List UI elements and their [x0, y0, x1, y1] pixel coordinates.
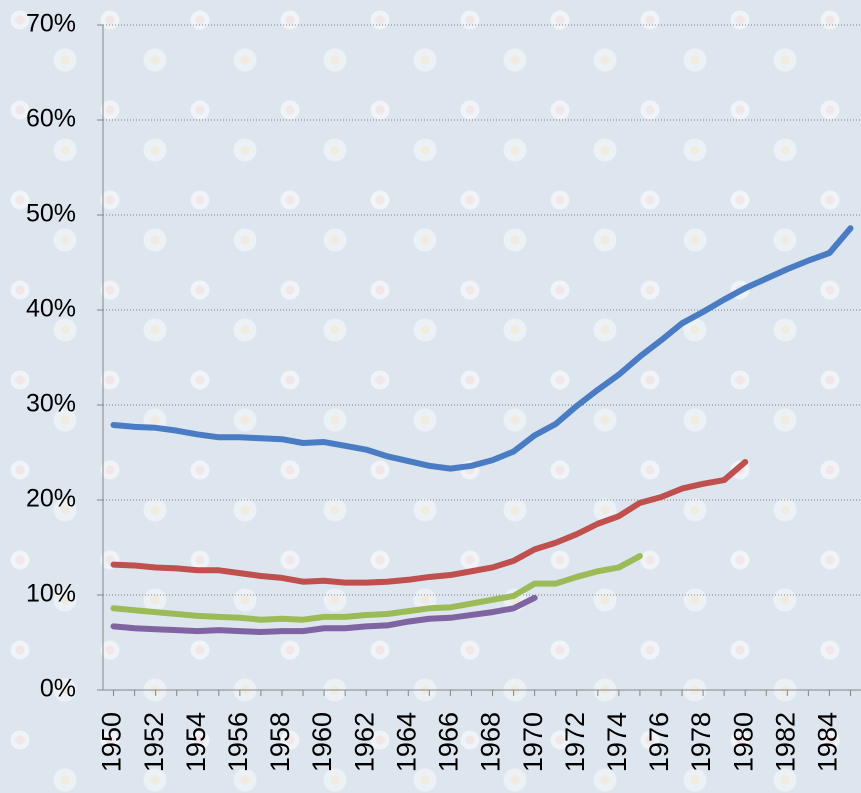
- x-tick-label: 1960: [307, 712, 337, 772]
- x-tick-label: 1972: [560, 712, 590, 772]
- x-tick-label: 1964: [391, 712, 421, 772]
- x-tick-label: 1954: [181, 712, 211, 772]
- x-tick-label: 1958: [265, 712, 295, 772]
- series-line: [110, 459, 749, 586]
- y-tick-label: 70%: [26, 10, 76, 38]
- x-tick-label: 1980: [728, 712, 758, 772]
- series-line: [110, 225, 854, 472]
- x-tick-label: 1970: [518, 712, 548, 772]
- x-tick-label: 1978: [686, 712, 716, 772]
- x-tick-label: 1950: [97, 712, 127, 772]
- x-tick-label: 1966: [434, 712, 464, 772]
- x-tick-label: 1952: [139, 712, 169, 772]
- y-tick-label: 60%: [26, 105, 76, 133]
- y-tick-label: 20%: [26, 485, 76, 513]
- x-tick-label: 1968: [476, 712, 506, 772]
- y-tick-label: 30%: [26, 390, 76, 418]
- x-tick-label: 1974: [602, 712, 632, 772]
- series-line: [110, 553, 643, 623]
- x-tick-label: 1956: [223, 712, 253, 772]
- y-tick-label: 50%: [26, 200, 76, 228]
- y-tick-label: 0%: [40, 675, 76, 703]
- series-line: [110, 594, 538, 636]
- y-tick-label: 40%: [26, 295, 76, 323]
- x-tick-label: 1976: [644, 712, 674, 772]
- y-tick-label: 10%: [26, 580, 76, 608]
- x-tick-label: 1984: [813, 712, 843, 772]
- x-tick-label: 1962: [349, 712, 379, 772]
- x-tick-label: 1982: [770, 712, 800, 772]
